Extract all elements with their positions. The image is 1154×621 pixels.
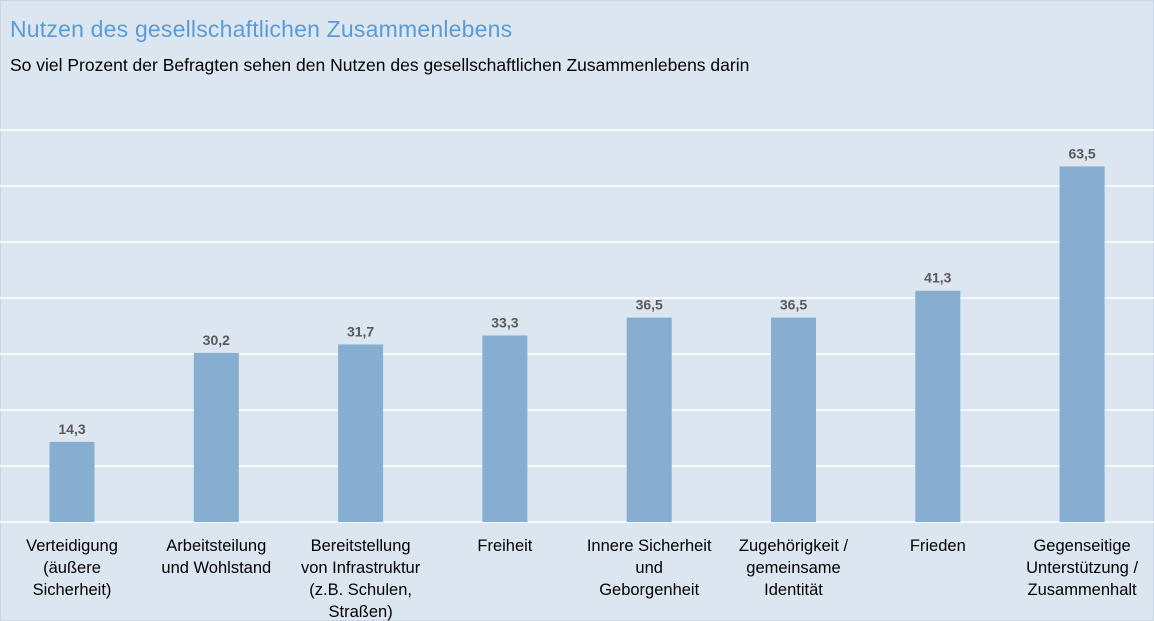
category-label: Bereitstellung bbox=[311, 537, 411, 555]
category-label: Freiheit bbox=[477, 537, 532, 555]
value-label: 36,5 bbox=[780, 297, 807, 313]
category-label: von Infrastruktur bbox=[301, 559, 421, 577]
value-label: 63,5 bbox=[1068, 145, 1095, 161]
category-labels: Verteidigung (äußere Sicherheit) Arbeitstei… bbox=[26, 537, 1138, 621]
bar bbox=[915, 290, 961, 522]
category-label: und Wohlstand bbox=[161, 559, 271, 577]
value-label: 14,3 bbox=[58, 421, 85, 437]
category-label: Frieden bbox=[910, 537, 966, 555]
category-label: Arbeitsteilung bbox=[166, 537, 266, 555]
category-label: Unterstützung / bbox=[1026, 559, 1138, 577]
category-label: Innere Sicherheit bbox=[587, 537, 712, 555]
value-label: 33,3 bbox=[491, 315, 518, 331]
chart-title: Nutzen des gesellschaftlichen Zusammenle… bbox=[10, 16, 513, 42]
category-label: Straßen) bbox=[329, 603, 393, 621]
value-label: 41,3 bbox=[924, 270, 951, 286]
value-label: 36,5 bbox=[636, 297, 663, 313]
bar bbox=[49, 441, 95, 522]
category-label: Identität bbox=[764, 581, 823, 599]
bars bbox=[49, 166, 1105, 522]
chart-subtitle: So viel Prozent der Befragten sehen den … bbox=[10, 55, 750, 75]
gridlines bbox=[0, 129, 1154, 523]
bar bbox=[193, 352, 239, 522]
category-label: Zusammenhalt bbox=[1028, 581, 1138, 599]
bar bbox=[338, 344, 384, 522]
category-label: (z.B. Schulen, bbox=[309, 581, 412, 599]
bar bbox=[482, 335, 528, 522]
category-label: gemeinsame bbox=[746, 559, 840, 577]
category-label: und bbox=[635, 559, 663, 577]
bar bbox=[626, 317, 672, 522]
value-label: 30,2 bbox=[203, 332, 230, 348]
category-label: Gegenseitige bbox=[1033, 537, 1130, 555]
value-labels: 14,3 30,2 31,7 33,3 36,5 36,5 41,3 63,5 bbox=[58, 145, 1096, 437]
category-label: Geborgenheit bbox=[599, 581, 699, 599]
bar bbox=[1059, 166, 1105, 522]
category-label: Sicherheit) bbox=[33, 581, 112, 599]
category-label: (äußere bbox=[43, 559, 101, 577]
category-label: Verteidigung bbox=[26, 537, 118, 555]
value-label: 31,7 bbox=[347, 323, 374, 339]
category-label: Zugehörigkeit / bbox=[739, 537, 849, 555]
bar bbox=[771, 317, 816, 522]
